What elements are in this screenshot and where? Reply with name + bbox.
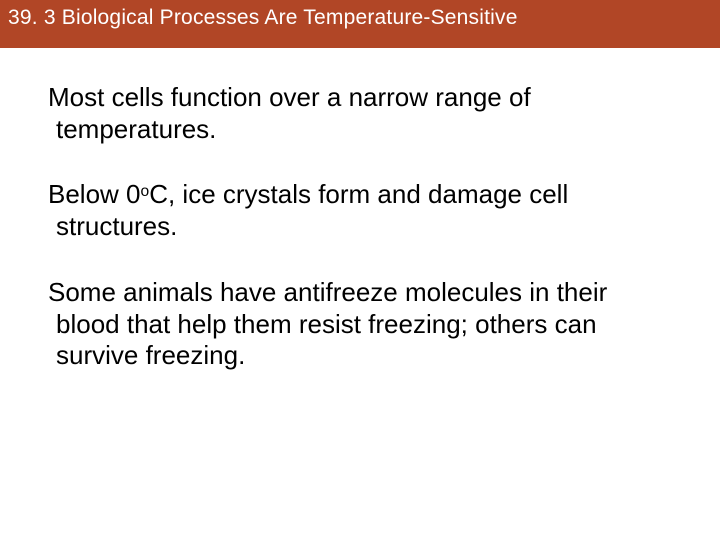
paragraph-1: Most cells function over a narrow range … — [48, 82, 672, 145]
paragraph-3: Some animals have antifreeze molecules i… — [48, 277, 672, 372]
slide-header: 39. 3 Biological Processes Are Temperatu… — [0, 0, 720, 48]
slide-header-title: 39. 3 Biological Processes Are Temperatu… — [8, 6, 518, 29]
paragraph-1-text: Most cells function over a narrow range … — [48, 82, 531, 144]
paragraph-3-text: Some animals have antifreeze molecules i… — [48, 277, 607, 370]
slide-body: Most cells function over a narrow range … — [0, 48, 720, 372]
degree-symbol: o — [141, 183, 150, 200]
paragraph-2-prefix: Below 0 — [48, 179, 141, 209]
paragraph-2: Below 0oC, ice crystals form and damage … — [48, 179, 672, 242]
